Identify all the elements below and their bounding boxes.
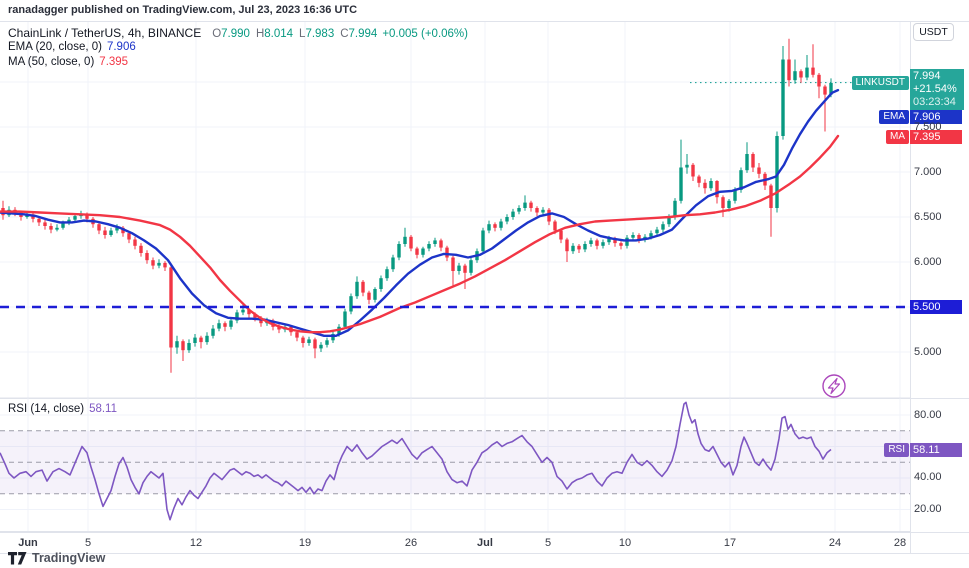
price-axis-label: 80.00 [914, 409, 942, 421]
price-axis-label: 7.000 [914, 166, 942, 178]
ohlc-key: O [212, 28, 222, 40]
rsi-axis-value: 58.11 [910, 443, 962, 457]
flash-icon[interactable] [822, 374, 846, 398]
time-axis-label: 24 [828, 537, 842, 549]
ma-legend-label: MA (50, close, 0) [8, 56, 95, 68]
time-axis-label: 10 [618, 537, 632, 549]
time-axis-label: 5 [544, 537, 552, 549]
tradingview-logo-icon [8, 551, 27, 564]
level-axis-value: 5.500 [910, 300, 962, 314]
ohlc-value: 7.983 [305, 28, 335, 40]
current-price-value: 7.994 [913, 70, 941, 82]
ema-axis-tag: EMA [879, 110, 909, 124]
price-change: +0.005 (+0.06%) [382, 28, 468, 40]
price-axis-label: 20.00 [914, 503, 942, 515]
time-axis-label: Jul [477, 537, 493, 549]
ohlc-value: 8.014 [264, 28, 294, 40]
ma-axis-tag: MA [886, 130, 909, 144]
symbol-title[interactable]: ChainLink / TetherUS, 4h, BINANCE [8, 26, 202, 40]
ohlc-key: H [255, 28, 265, 40]
ohlc-value: 7.994 [348, 28, 378, 40]
symbol-price-tag: LINKUSDT [851, 76, 909, 90]
ema-legend-value: 7.906 [106, 41, 136, 53]
time-axis-label: 17 [723, 537, 737, 549]
currency-toggle-button[interactable]: USDT [913, 23, 954, 41]
bar-countdown: 03:23:34 [913, 96, 956, 108]
time-axis-bottom-border [0, 553, 969, 554]
price-axis-label: 40.00 [914, 471, 942, 483]
ema-axis-value: 7.906 [910, 110, 962, 124]
time-axis-label: 12 [189, 537, 203, 549]
price-axis-label: 6.500 [914, 211, 942, 223]
chart-top-border [0, 21, 969, 22]
ma-legend-value: 7.395 [99, 56, 129, 68]
ohlc-value: 7.990 [221, 28, 250, 40]
symbol-legend[interactable]: ChainLink / TetherUS, 4h, BINANCE O7.990… [8, 26, 468, 40]
ohlc-values: O7.990 H8.014 L7.983 C7.994 [206, 28, 377, 40]
tradingview-logo[interactable]: TradingView [8, 551, 105, 565]
ema-legend-label: EMA (20, close, 0) [8, 41, 102, 53]
rsi-legend-value: 58.11 [89, 403, 117, 415]
ma-axis-value: 7.395 [910, 130, 962, 144]
time-axis-label: 19 [298, 537, 312, 549]
time-axis-top-border [0, 532, 969, 533]
rsi-legend-label: RSI (14, close) [8, 403, 85, 415]
time-axis-label: Jun [18, 537, 38, 549]
ohlc-key: C [340, 28, 349, 40]
tradingview-logo-text: TradingView [32, 551, 106, 565]
price-axis-border [910, 21, 911, 553]
current-price-change: +21.54% [913, 83, 957, 95]
ohlc-key: L [299, 28, 306, 40]
rsi-legend[interactable]: RSI (14, close) 58.11 [8, 403, 117, 415]
chart-canvas[interactable] [0, 22, 910, 532]
time-axis-label: 26 [404, 537, 418, 549]
price-axis-label: 7.500 [914, 121, 942, 133]
ma-legend[interactable]: MA (50, close, 0) 7.395 [8, 56, 128, 68]
rsi-axis-tag: RSI [884, 443, 909, 457]
price-axis-label: 6.000 [914, 256, 942, 268]
ema-legend[interactable]: EMA (20, close, 0) 7.906 [8, 41, 136, 53]
publish-watermark: ranadagger published on TradingView.com,… [8, 4, 358, 16]
current-price-box: 7.994 +21.54% 03:23:34 [910, 69, 964, 110]
price-axis-label: 5.000 [914, 346, 942, 358]
time-axis-label: 28 [893, 537, 907, 549]
time-axis-label: 5 [84, 537, 92, 549]
